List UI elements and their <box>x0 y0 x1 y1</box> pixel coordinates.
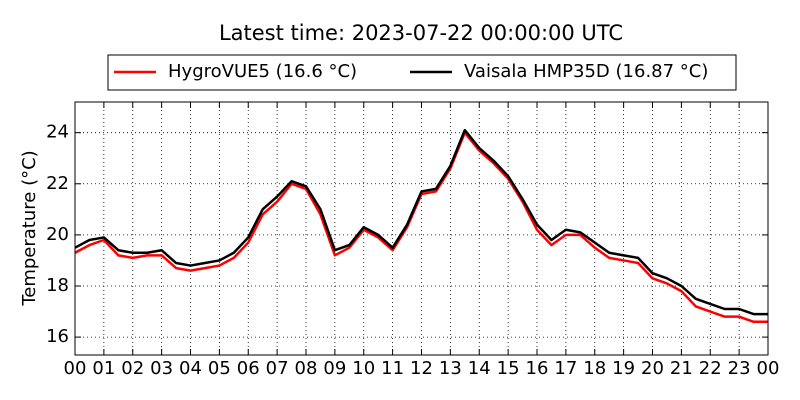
x-tick-label: 17 <box>554 358 577 379</box>
y-tick-label: 24 <box>46 122 69 143</box>
x-tick-label: 02 <box>121 358 144 379</box>
y-tick-label: 22 <box>46 173 69 194</box>
x-tick-label: 19 <box>612 358 635 379</box>
x-tick-label: 20 <box>641 358 664 379</box>
y-tick-label: 20 <box>46 224 69 245</box>
x-tick-label: 12 <box>410 358 433 379</box>
x-tick-label: 03 <box>150 358 173 379</box>
x-tick-label: 22 <box>699 358 722 379</box>
x-tick-label: 10 <box>352 358 375 379</box>
x-tick-label: 13 <box>439 358 462 379</box>
x-tick-label: 15 <box>497 358 520 379</box>
x-tick-label: 06 <box>237 358 260 379</box>
x-tick-label: 00 <box>64 358 87 379</box>
plot-frame <box>74 101 769 356</box>
x-tick-label: 11 <box>381 358 404 379</box>
data-line <box>74 128 768 316</box>
x-tick-label: 16 <box>526 358 549 379</box>
x-tick-label: 08 <box>295 358 318 379</box>
x-tick-label: 09 <box>323 358 346 379</box>
x-tick-label: 05 <box>208 358 231 379</box>
legend-label: Vaisala HMP35D (16.87 °C) <box>464 61 708 82</box>
y-tick-label: 16 <box>46 326 69 347</box>
legend-label: HygroVUE5 (16.6 °C) <box>168 61 357 82</box>
x-tick-label: 07 <box>266 358 289 379</box>
x-tick-label: 01 <box>92 358 115 379</box>
x-tick-label: 21 <box>670 358 693 379</box>
x-tick-label: 00 <box>757 358 780 379</box>
chart-title: Latest time: 2023-07-22 00:00:00 UTC <box>219 21 623 45</box>
x-tick-label: 18 <box>583 358 606 379</box>
x-tick-label: 23 <box>728 358 751 379</box>
x-tick-label: 14 <box>468 358 491 379</box>
y-tick-label: 18 <box>46 275 69 296</box>
x-tick-label: 04 <box>179 358 202 379</box>
y-axis-label: Temperature (°C) <box>19 150 40 306</box>
